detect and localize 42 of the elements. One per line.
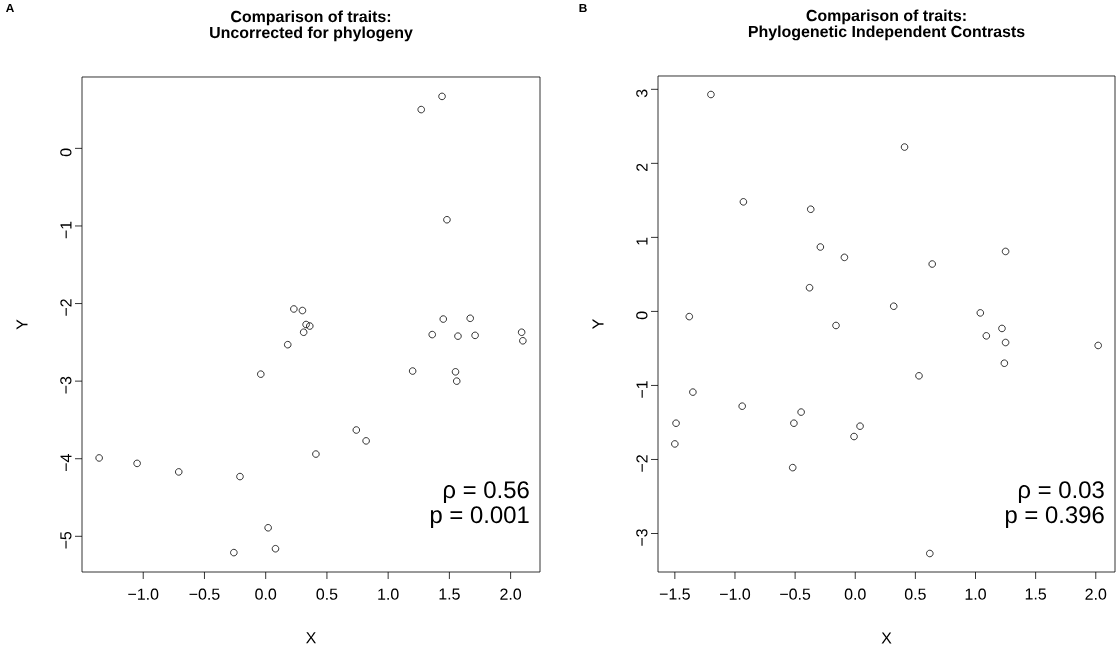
chart-subtitle: Uncorrected for phylogeny [210,26,413,42]
x-tick-label: 0.0 [255,588,277,600]
x-tick-label: −1.0 [128,588,159,600]
annotation: p = 0.001 [430,506,529,528]
text: B [579,3,587,13]
y-axis-title: Y [16,319,28,330]
x-tick-label: 1.0 [378,588,399,600]
x-tick-label: 1.5 [1025,588,1047,600]
y-tick-label: −3 [60,376,72,394]
y-tick-label: −2 [60,299,72,316]
x-tick-label: 2.0 [500,588,522,600]
chart-title: Comparison of traits: [806,9,966,25]
x-tick-label: 0.5 [904,588,926,600]
annotation: ρ = 0.03 [1018,481,1104,503]
x-tick-label: 1.0 [965,588,986,600]
x-axis-title: X [881,632,892,644]
x-tick-label: 1.5 [439,588,460,600]
x-tick-label: −1.0 [720,588,751,600]
y-tick-label: 0 [636,311,648,320]
chart-title: Comparison of traits: [231,10,391,26]
y-tick-label: −5 [60,531,72,549]
x-tick-label: 0.5 [316,588,338,600]
y-tick-label: −1 [636,381,648,398]
annotation: ρ = 0.56 [443,481,529,503]
y-tick-label: −4 [60,454,72,472]
x-tick-label: 2.0 [1085,588,1107,600]
x-tick-label: −1.5 [659,588,690,600]
chart-subtitle: Phylogenetic Independent Contrasts [748,25,1025,41]
y-axis-title: Y [592,319,604,329]
annotation: p = 0.396 [1005,506,1104,528]
y-tick-label: −2 [636,455,648,472]
x-tick-label: −0.5 [189,588,220,600]
x-axis-title: X [306,632,316,644]
x-tick-label: 0.0 [844,588,866,600]
text: A [5,3,14,13]
y-tick-label: 3 [636,89,648,98]
x-tick-label: −0.5 [780,588,811,600]
y-tick-label: 1 [636,237,648,245]
y-tick-label: 0 [60,148,72,157]
y-tick-label: −3 [636,529,648,546]
y-tick-label: 2 [636,163,648,171]
y-tick-label: −1 [60,221,72,239]
